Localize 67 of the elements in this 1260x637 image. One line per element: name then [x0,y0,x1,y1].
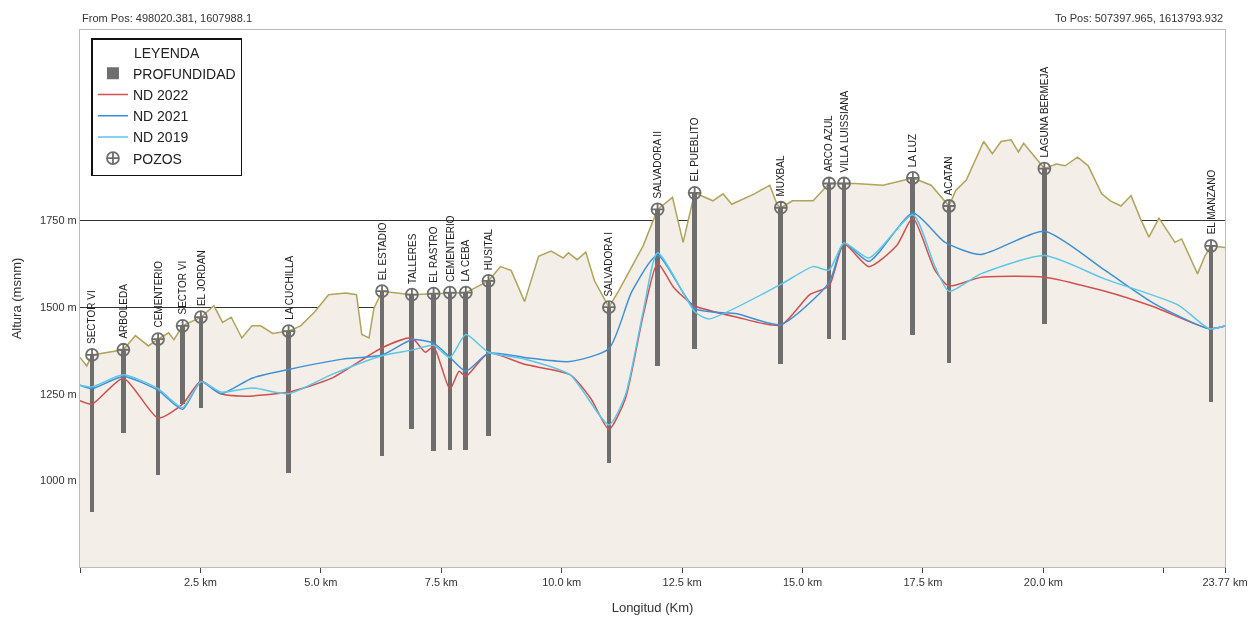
point [375,284,389,299]
point [822,176,836,191]
x-tick-label: 10.0 km [542,576,582,589]
annotation: LAGUNA BERMEJA [1039,66,1051,158]
annotation: ARCO AZUL [823,114,835,173]
legend-label: ND 2022 [132,87,189,104]
point [85,348,99,362]
annotation: EL PUEBLITO [688,117,700,182]
annotation: SECTOR VI [176,260,188,315]
x-tick-label: 5.0 km [304,576,338,589]
point [458,285,473,300]
annotation: HUSITAL [482,228,494,271]
y-tick-label: 1500 m [40,301,77,314]
point [443,285,457,300]
annotation: TALLERES [406,233,418,285]
point [116,342,131,357]
point [151,332,165,346]
text: From Pos: 498020.381, 1607988.1 [82,12,253,24]
annotation: VILLA LUISSIANA [838,90,850,173]
annotation: LA CUCHILLA [283,255,295,320]
annotation: EL ESTADIO [376,222,388,281]
x-tick-label: 17.5 km [903,576,943,589]
point [602,300,616,315]
y-tick-label: 1750 m [40,214,77,227]
annotation: EL MANZANO [1205,169,1217,235]
point [194,310,208,325]
x-tick-label: 23.77 km [1202,576,1248,589]
point [281,324,296,338]
annotation: MUXBAL [775,155,787,197]
point [1204,238,1218,253]
point [687,185,702,200]
legend-label: POZOS [132,150,182,167]
y-tick-label: 1000 m [40,474,77,487]
legend-label: ND 2021 [132,108,189,125]
y-tick-label: 1250 m [40,387,77,400]
legend-label: ND 2019 [132,129,189,146]
annotation: ACATAN [943,156,955,196]
point [404,287,419,302]
point [905,171,920,185]
x-tick-label: 12.5 km [662,576,702,589]
x-tick-label: 15.0 km [782,576,823,589]
x-tick-label: 20.0 km [1023,576,1063,589]
text: To Pos: 507397.965, 1613793.932 [1055,12,1224,24]
annotation: CEMENTERIO [152,260,164,328]
annotation: LA LUZ [907,133,919,168]
legend-title: LEYENDA [133,44,200,61]
point [1037,161,1052,176]
legend-label: PROFUNDIDAD [132,65,236,82]
annotation: SALVADORA I [603,231,615,297]
annotation: LA CEBA [460,239,472,282]
x-axis-title: Longitud (Km) [611,599,694,615]
point [650,202,665,217]
point [837,176,851,191]
x-tick-label: 7.5 km [424,576,458,589]
point [426,286,441,301]
point [481,273,496,288]
annotation: ARBOLEDA [118,283,130,339]
annotation: SECTOR VI [86,290,98,345]
annotation: SALVADORA II [651,131,663,199]
point [773,200,788,215]
y-axis-title: Altura (msnm) [9,257,25,340]
annotation: CEMENTERIO [444,215,456,283]
point [175,318,190,333]
x-tick-label: 2.5 km [183,576,217,589]
annotation: EL JORDAN [195,250,207,307]
point [942,199,956,213]
annotation: EL RASTRO [428,226,440,283]
